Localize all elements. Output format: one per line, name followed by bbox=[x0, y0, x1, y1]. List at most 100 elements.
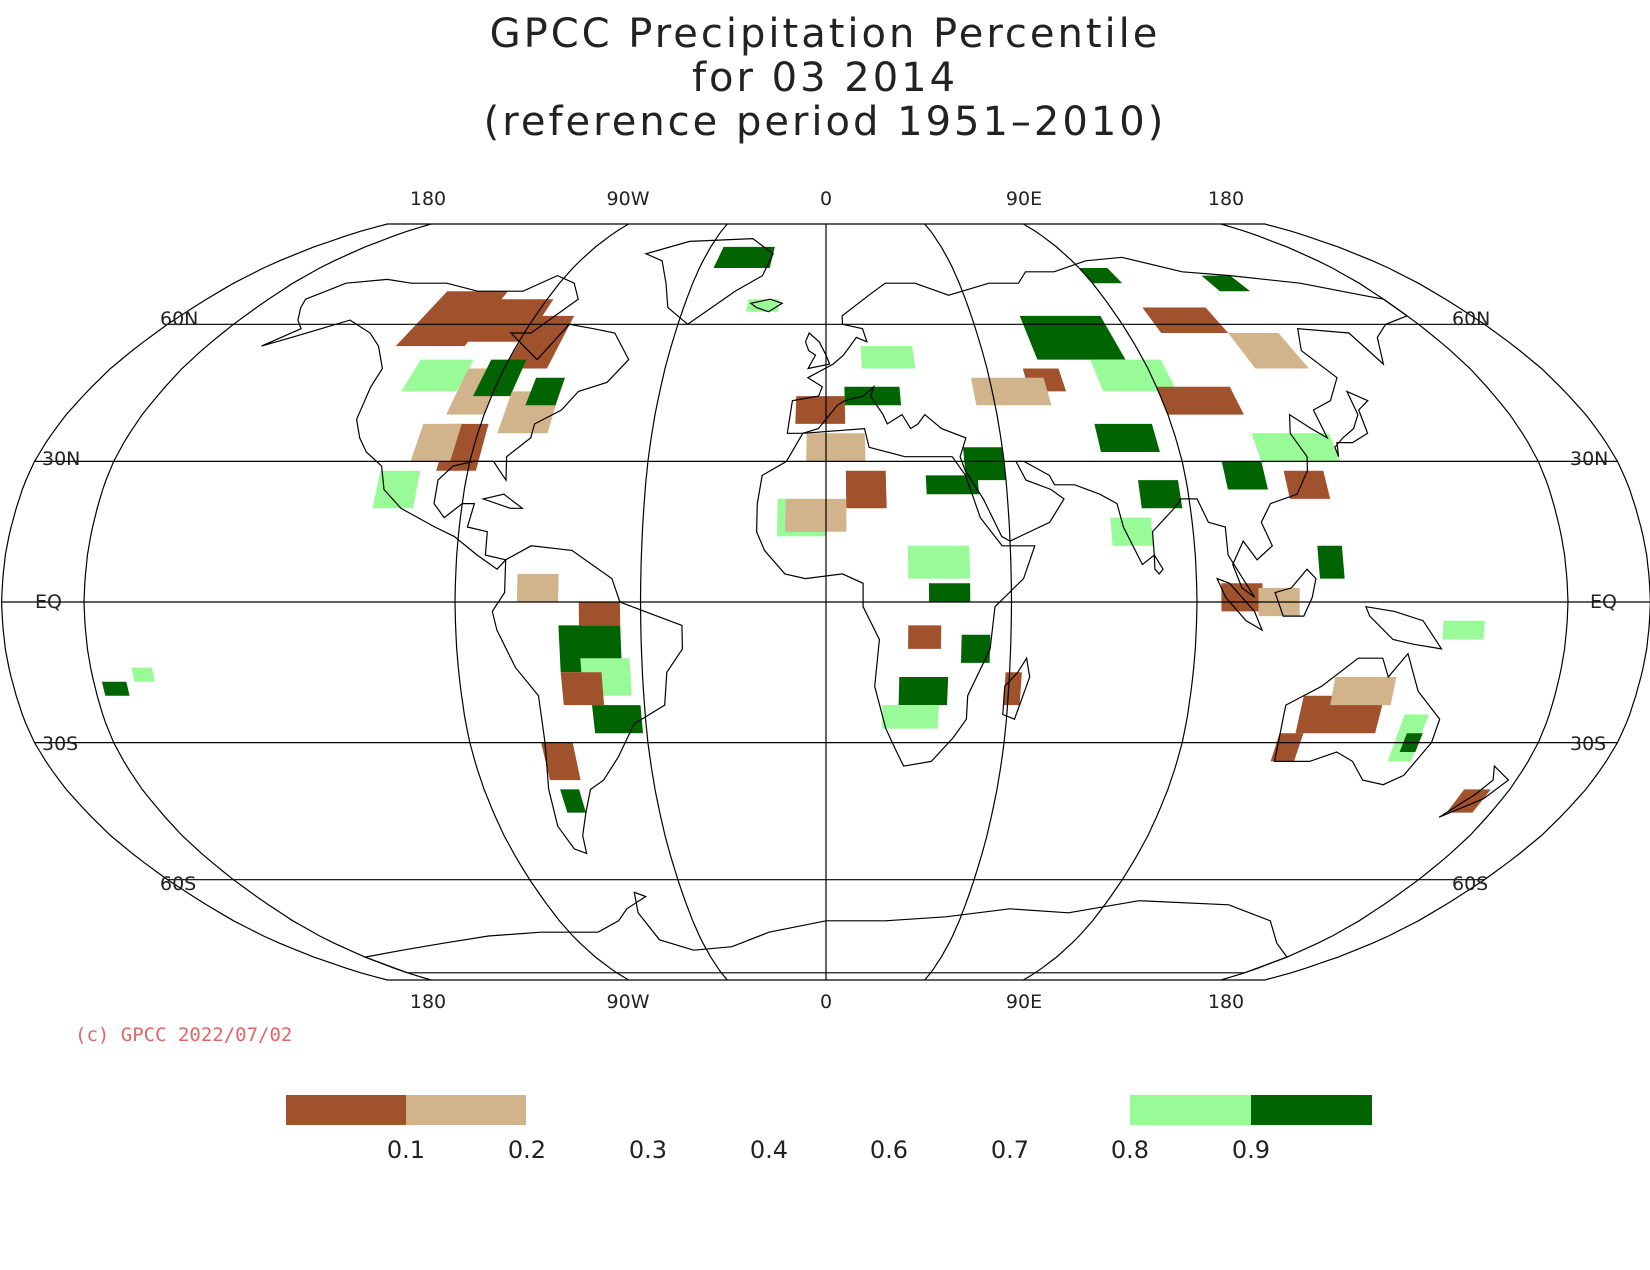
percentile-patch bbox=[131, 667, 155, 682]
percentile-patch bbox=[541, 742, 581, 781]
lat-label-30s-left: 30S bbox=[42, 733, 78, 755]
percentile-patch bbox=[1251, 433, 1341, 462]
coastline-british-isles bbox=[804, 331, 831, 370]
coastline-north-america bbox=[261, 274, 630, 570]
lat-label-60n-right: 60N bbox=[1452, 308, 1490, 330]
percentile-patch bbox=[1228, 333, 1309, 369]
percentile-patch bbox=[925, 475, 979, 495]
legend-tick-0-9: 0.9 bbox=[1231, 1136, 1271, 1164]
percentile-patch bbox=[795, 396, 846, 424]
percentile-patch bbox=[1156, 386, 1244, 415]
percentile-patch bbox=[1283, 470, 1331, 499]
percentile-patch bbox=[1138, 480, 1183, 509]
percentile-patch bbox=[806, 433, 866, 462]
lat-label-eq-right: EQ bbox=[1590, 591, 1617, 613]
legend-bin-very-dry bbox=[286, 1095, 406, 1125]
lon-label-180w-bottom: 180 bbox=[410, 991, 446, 1013]
percentile-patch bbox=[860, 346, 916, 369]
percentile-patches bbox=[101, 246, 1491, 813]
graticule-labels: 180 90W 0 90E 180 180 90W 0 90E 180 60N … bbox=[35, 188, 1617, 1013]
title-line-3: (reference period 1951–2010) bbox=[483, 99, 1167, 145]
legend-bin-dry bbox=[406, 1095, 526, 1125]
coastline-new-zealand bbox=[1438, 764, 1510, 818]
percentile-patch bbox=[560, 672, 605, 706]
coastline-madagascar bbox=[1002, 656, 1031, 720]
lat-label-60n-left: 60N bbox=[160, 308, 198, 330]
coastlines bbox=[261, 237, 1510, 974]
percentile-patch bbox=[898, 677, 949, 706]
percentile-patch bbox=[504, 315, 575, 369]
percentile-patch bbox=[1201, 275, 1251, 292]
lon-label-90e-bottom: 90E bbox=[1006, 991, 1042, 1013]
coastline-cuba bbox=[480, 493, 525, 509]
legend-bin-very-wet bbox=[1251, 1095, 1372, 1125]
legend-tick-0-7: 0.7 bbox=[990, 1136, 1030, 1164]
coastline-borneo bbox=[1274, 568, 1317, 617]
lon-label-90w-top: 90W bbox=[607, 188, 650, 210]
lon-label-180w-top: 180 bbox=[410, 188, 446, 210]
percentile-patch bbox=[592, 705, 643, 734]
coastline-iceland bbox=[749, 298, 784, 313]
graticule bbox=[0, 223, 1650, 981]
lat-label-30n-right: 30N bbox=[1570, 448, 1608, 470]
coastline-south-america bbox=[491, 545, 684, 855]
percentile-patch bbox=[1090, 359, 1177, 392]
percentile-patch bbox=[785, 498, 847, 532]
percentile-patch bbox=[1330, 677, 1397, 706]
percentile-patch bbox=[928, 583, 971, 602]
lon-label-90e-top: 90E bbox=[1006, 188, 1042, 210]
legend-tick-0-1: 0.1 bbox=[386, 1136, 426, 1164]
percentile-patch bbox=[410, 423, 462, 462]
percentile-patch bbox=[372, 470, 421, 509]
coastline-sumatra bbox=[1215, 577, 1264, 632]
percentile-patch bbox=[1317, 545, 1345, 579]
lat-label-eq-left: EQ bbox=[35, 591, 62, 613]
percentile-patch bbox=[963, 447, 1006, 481]
percentile-patch bbox=[101, 681, 130, 696]
percentile-patch bbox=[525, 377, 565, 406]
legend-tick-0-2: 0.2 bbox=[507, 1136, 547, 1164]
legend-bin-wet bbox=[1130, 1095, 1251, 1125]
legend-tick-0-3: 0.3 bbox=[628, 1136, 668, 1164]
coastline-sri-lanka bbox=[1153, 552, 1164, 575]
legend-tick-0-8: 0.8 bbox=[1110, 1136, 1150, 1164]
lat-label-60s-left: 60S bbox=[160, 873, 196, 895]
percentile-patch bbox=[881, 705, 939, 729]
percentile-patch bbox=[1110, 517, 1154, 546]
percentile-patch bbox=[1019, 315, 1126, 360]
percentile-patch bbox=[908, 625, 942, 649]
coastline-new-guinea bbox=[1364, 605, 1443, 650]
percentile-patch bbox=[516, 573, 559, 602]
lon-label-180e-bottom: 180 bbox=[1208, 991, 1244, 1013]
lat-label-60s-right: 60S bbox=[1452, 873, 1488, 895]
percentile-patch bbox=[961, 634, 991, 663]
percentile-patch bbox=[1094, 423, 1160, 452]
coastline-japan bbox=[1334, 390, 1369, 457]
lon-label-0-top: 0 bbox=[820, 188, 832, 210]
percentile-patch bbox=[401, 359, 474, 392]
coastline-eurasia bbox=[786, 256, 1409, 598]
lon-label-180e-top: 180 bbox=[1208, 188, 1244, 210]
coastline-africa bbox=[755, 427, 1036, 767]
percentile-patch bbox=[907, 545, 971, 579]
percentile-patch bbox=[713, 246, 775, 268]
percentile-patch bbox=[971, 377, 1052, 406]
percentile-patch bbox=[578, 602, 621, 626]
percentile-patch bbox=[1442, 620, 1485, 640]
title-line-1: GPCC Precipitation Percentile bbox=[489, 11, 1161, 57]
lat-label-30s-right: 30S bbox=[1570, 733, 1606, 755]
map-outline bbox=[0, 223, 1650, 981]
percentile-patch bbox=[1221, 461, 1268, 490]
copyright-note: (c) GPCC 2022/07/02 bbox=[75, 1024, 293, 1046]
percentile-patch bbox=[560, 789, 586, 813]
lon-label-90w-bottom: 90W bbox=[607, 991, 650, 1013]
percentile-patch bbox=[1446, 789, 1491, 813]
legend-tick-0-4: 0.4 bbox=[749, 1136, 789, 1164]
percentile-patch bbox=[1142, 307, 1229, 333]
percentile-patch bbox=[845, 470, 887, 509]
lon-label-0-bottom: 0 bbox=[820, 991, 832, 1013]
lat-label-30n-left: 30N bbox=[42, 448, 80, 470]
percentile-patch bbox=[395, 291, 508, 347]
title-line-2: for 03 2014 bbox=[691, 55, 959, 101]
